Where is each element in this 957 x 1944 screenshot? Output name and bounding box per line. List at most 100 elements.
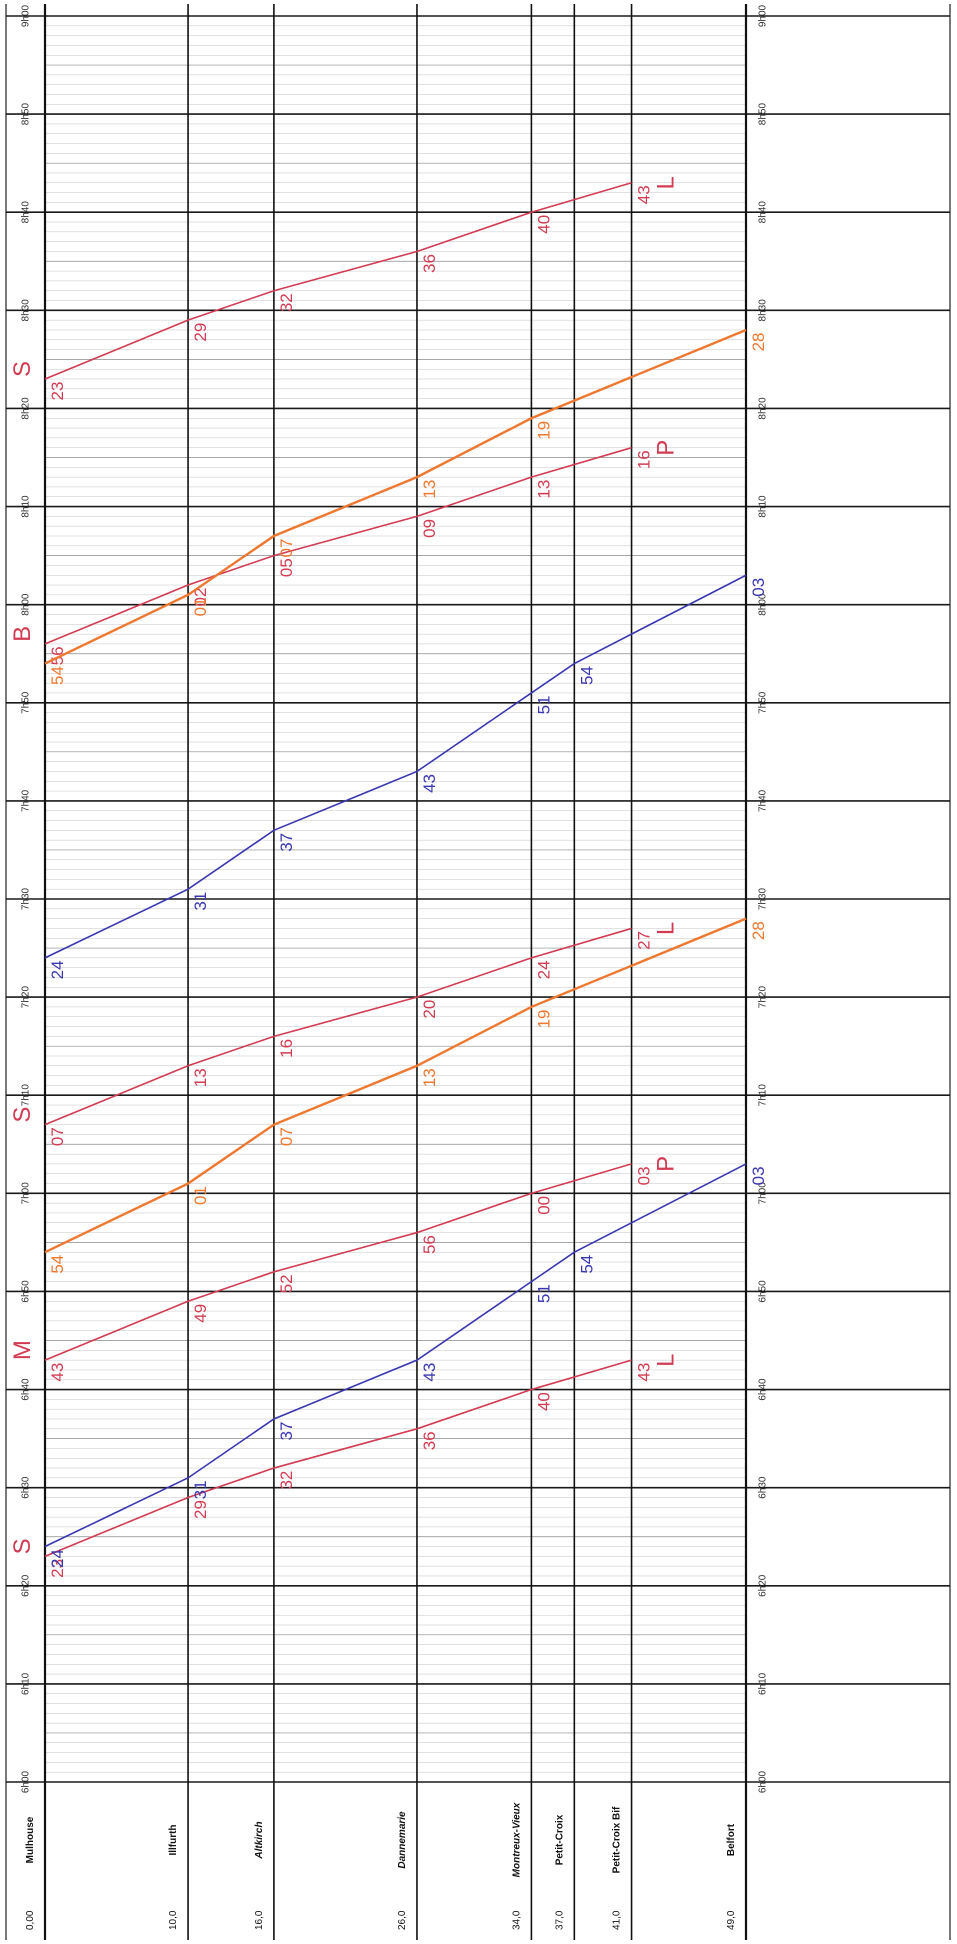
- train-path: [44, 328, 747, 665]
- station-km-label: 16,0: [254, 1910, 265, 1930]
- time-annotation: 54: [48, 666, 67, 685]
- time-annotation: 24: [48, 960, 67, 979]
- station-name-label: Dannemarie: [397, 1811, 408, 1869]
- time-annotation: 36: [420, 1431, 439, 1450]
- time-annotation: 28: [749, 921, 768, 940]
- time-annotation: 54: [48, 1255, 67, 1274]
- time-annotation: 07: [277, 1127, 296, 1146]
- time-annotation: 43: [48, 1363, 67, 1382]
- time-annotation: 32: [277, 1471, 296, 1490]
- time-label-right: 6h00: [758, 1770, 769, 1793]
- time-annotation: 20: [420, 1000, 439, 1019]
- train-paths: 23 29 32 36 40 43 S L 24 31 37 43 51 54 03 43 49 52 56 00 03…: [9, 176, 768, 1578]
- station-km-label: 41,0: [612, 1910, 623, 1930]
- time-annotation: 43: [635, 185, 654, 204]
- time-label-left: 6h20: [21, 1574, 32, 1597]
- time-annotation: 28: [749, 332, 768, 351]
- time-label-right: 6h50: [758, 1280, 769, 1303]
- time-annotation: 03: [749, 1166, 768, 1185]
- time-annotation: 07: [48, 1127, 67, 1146]
- train-destination-code: L: [653, 922, 680, 935]
- train-destination-code: L: [653, 1353, 680, 1366]
- time-label-left: 7h40: [21, 789, 32, 812]
- station-km-label: 34,0: [511, 1910, 522, 1930]
- station-name-label: Petit-Croix Bif: [612, 1806, 623, 1873]
- time-annotation: 32: [277, 293, 296, 312]
- time-annotation: 23: [48, 1559, 67, 1578]
- time-label-left: 8h30: [21, 299, 32, 322]
- station-name-label: Montreux-Vieux: [511, 1802, 522, 1877]
- time-label-right: 8h20: [758, 397, 769, 420]
- time-annotation: 24: [48, 1549, 67, 1568]
- time-annotation: 07: [277, 539, 296, 558]
- time-annotation: 16: [635, 450, 654, 469]
- time-label-left: 7h30: [21, 887, 32, 910]
- time-label-right: 6h40: [758, 1378, 769, 1401]
- train-path: [44, 917, 747, 1254]
- time-label-right: 8h30: [758, 299, 769, 322]
- time-annotation: 01: [191, 1186, 210, 1205]
- time-annotation: 29: [191, 1500, 210, 1519]
- time-annotation: 03: [749, 578, 768, 597]
- train-origin-code: M: [9, 1340, 36, 1360]
- time-annotation: 27: [635, 931, 654, 950]
- time-annotation: 24: [534, 960, 553, 979]
- time-annotation: 19: [534, 1009, 553, 1028]
- time-annotation: 37: [277, 833, 296, 852]
- time-label-right: 7h20: [758, 986, 769, 1009]
- time-annotation: 31: [191, 1480, 210, 1499]
- time-label-left: 7h20: [21, 986, 32, 1009]
- time-label-left: 7h50: [21, 691, 32, 714]
- time-axis-labels: 6h00 6h00 6h10 6h10 6h20 6h20 6h30 6h30 6h40 6h40…: [21, 4, 769, 1793]
- time-annotation: 43: [420, 774, 439, 793]
- station-labels: 0,00 Mulhouse 10,0 Illfurth 16,0 Altkirch 26,0…: [25, 1802, 737, 1930]
- train-origin-code: S: [9, 1107, 36, 1123]
- time-annotation: 43: [635, 1363, 654, 1382]
- station-km-label: 49,0: [726, 1910, 737, 1930]
- time-annotation: 00: [534, 1196, 553, 1215]
- time-label-left: 7h10: [21, 1084, 32, 1107]
- time-label-left: 6h30: [21, 1476, 32, 1499]
- time-annotation: 43: [420, 1363, 439, 1382]
- train-origin-code: S: [9, 361, 36, 377]
- time-label-right: 8h50: [758, 103, 769, 126]
- time-annotation: 13: [420, 1068, 439, 1087]
- train-path: [44, 1163, 632, 1361]
- time-label-left: 8h20: [21, 397, 32, 420]
- time-annotation: 13: [191, 1068, 210, 1087]
- time-annotation: 13: [534, 480, 553, 499]
- time-label-right: 8h10: [758, 495, 769, 518]
- time-label-right: 8h00: [758, 593, 769, 616]
- train-path: [44, 446, 632, 645]
- time-annotation: 23: [48, 382, 67, 401]
- time-annotation: 01: [191, 597, 210, 616]
- station-name-label: Petit-Croix: [554, 1814, 565, 1865]
- train-origin-code: B: [9, 626, 36, 642]
- train-path: [44, 1163, 747, 1548]
- time-label-left: 6h40: [21, 1378, 32, 1401]
- train-path: [44, 1359, 632, 1558]
- time-annotation: 51: [534, 696, 553, 715]
- station-km-label: 26,0: [397, 1910, 408, 1930]
- time-label-right: 7h50: [758, 691, 769, 714]
- station-km-label: 0,00: [25, 1910, 36, 1930]
- time-label-left: 6h10: [21, 1672, 32, 1695]
- time-annotation: 03: [635, 1166, 654, 1185]
- time-label-left: 7h00: [21, 1182, 32, 1205]
- time-label-right: 7h40: [758, 789, 769, 812]
- time-label-right: 7h00: [758, 1182, 769, 1205]
- time-label-left: 8h00: [21, 593, 32, 616]
- time-annotation: 40: [534, 215, 553, 234]
- station-name-label: Belfort: [726, 1823, 737, 1856]
- station-km-label: 37,0: [554, 1910, 565, 1930]
- time-label-right: 9h00: [758, 4, 769, 27]
- time-annotation: 02: [191, 588, 210, 607]
- time-label-right: 6h30: [758, 1476, 769, 1499]
- time-annotation: 51: [534, 1284, 553, 1303]
- train-path: [44, 927, 632, 1126]
- time-annotation: 49: [191, 1304, 210, 1323]
- time-annotation: 29: [191, 323, 210, 342]
- train-path: [44, 574, 747, 959]
- train-destination-code: P: [653, 1156, 680, 1172]
